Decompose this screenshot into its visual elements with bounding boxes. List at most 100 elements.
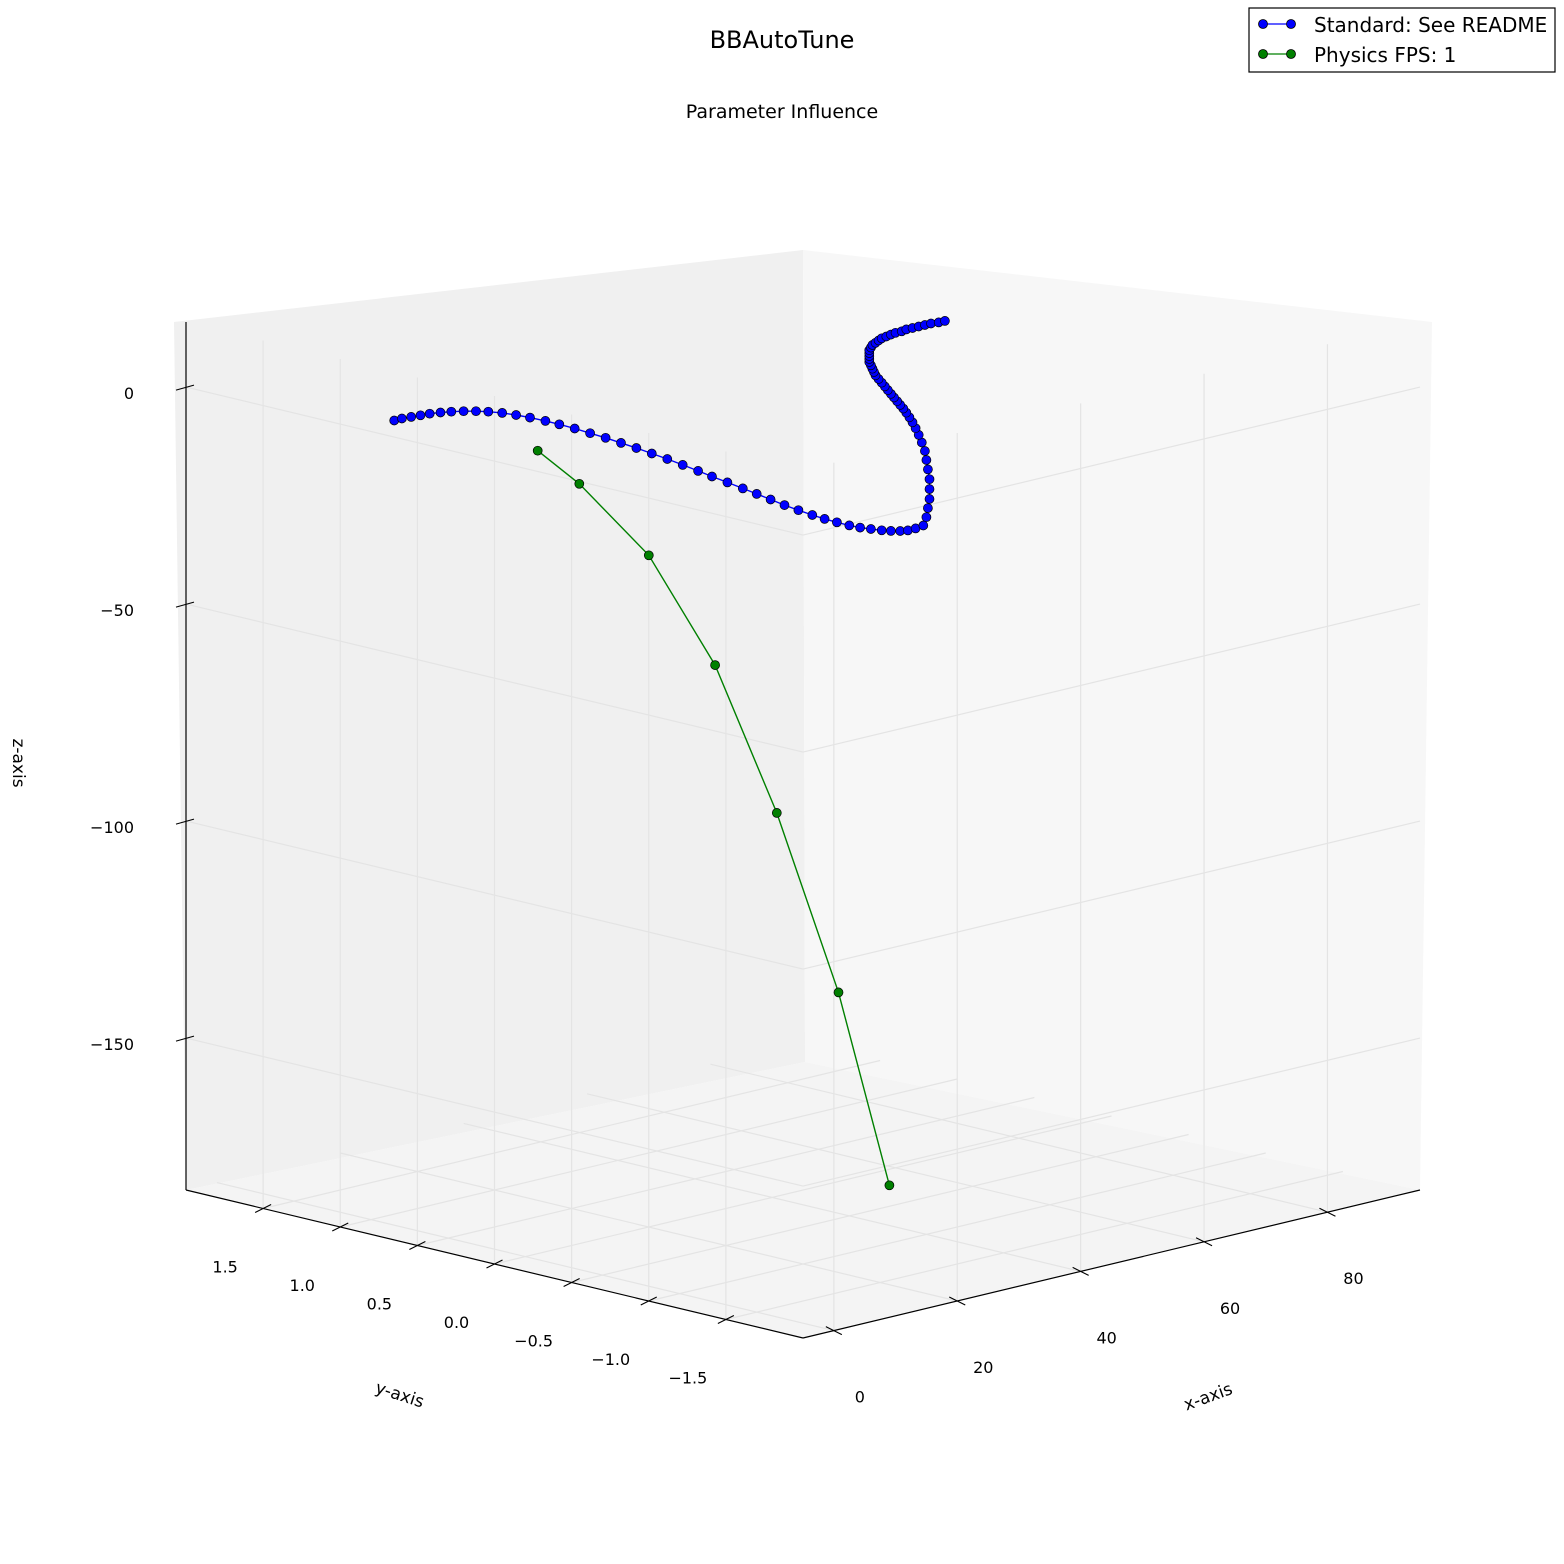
x-tick: [1195, 1237, 1213, 1247]
data-point-0: [779, 500, 790, 510]
data-point-0: [483, 406, 494, 417]
x-tick-label: 20: [973, 1358, 993, 1377]
grid-line-y: [725, 1170, 1344, 1321]
y-tick: [486, 1259, 503, 1269]
data-point-0: [793, 505, 804, 516]
data-point-0: [844, 520, 855, 531]
data-point-0: [525, 412, 535, 423]
data-point-0: [600, 432, 611, 443]
z-tick: [175, 818, 195, 825]
data-point-0: [471, 406, 481, 417]
data-point-0: [921, 455, 932, 465]
data-point-0: [435, 407, 446, 418]
data-point-0: [920, 446, 930, 456]
z-axis-label: z-axis: [8, 738, 28, 787]
data-point-1: [574, 478, 585, 489]
grid-line-y: [571, 1133, 1189, 1284]
tick-labels: 0 20 40 60 80 1.5 1.0 0.5 0.0 −0.5 −1.0 −1.5 0 −50 −10…: [90, 384, 1364, 1407]
data-point-0: [924, 484, 935, 494]
grid-line-z: [185, 820, 804, 970]
chart-subtitle: Parameter Influence: [686, 101, 878, 123]
x-tick-label: 80: [1343, 1269, 1363, 1288]
legend-label-standard: Standard: See README: [1314, 13, 1547, 37]
left-pane: [174, 250, 805, 1190]
data-point-0: [511, 410, 521, 420]
y-tick: [563, 1278, 580, 1287]
legend-marker-physics: [1286, 49, 1296, 59]
right-pane: [803, 250, 1432, 1190]
z-tick-label: −50: [100, 601, 134, 620]
data-point-0: [707, 471, 717, 482]
y-tick-label: 1.0: [290, 1276, 315, 1295]
data-point-0: [940, 316, 950, 326]
data-point-0: [693, 466, 703, 476]
grid-line-z: [185, 603, 804, 753]
data-point-0: [923, 464, 933, 475]
x-tick: [949, 1296, 966, 1306]
data-point-0: [631, 443, 642, 453]
data-point-0: [924, 474, 935, 485]
data-point-0: [886, 526, 896, 536]
data-point-0: [446, 406, 457, 417]
grid-line-z: [802, 386, 1421, 536]
data-point-0: [646, 448, 657, 459]
y-tick-label: −1.5: [668, 1369, 707, 1388]
data-point-0: [855, 522, 865, 533]
x-tick-label: 40: [1096, 1328, 1116, 1347]
data-point-0: [554, 419, 565, 430]
grid-line-z: [185, 1037, 804, 1187]
data-point-0: [765, 494, 776, 505]
data-point-0: [662, 454, 673, 464]
grid-line-z: [185, 386, 804, 536]
z-tick: [175, 1035, 195, 1042]
data-point-0: [751, 489, 762, 499]
y-tick: [409, 1241, 426, 1250]
data-point-0: [876, 525, 887, 536]
data-point-1: [833, 987, 844, 998]
data-point-0: [406, 412, 417, 422]
y-tick-label: 0.5: [367, 1295, 392, 1314]
data-point-0: [924, 494, 935, 504]
data-point-0: [807, 510, 818, 520]
legend-entry-physics: Physics FPS: 1: [1258, 43, 1456, 67]
data-point-0: [921, 512, 932, 523]
data-point-0: [397, 413, 407, 424]
data-point-1: [710, 660, 720, 670]
data-point-0: [737, 483, 748, 494]
series-layer: [389, 316, 950, 1191]
data-point-0: [540, 416, 551, 426]
data-point-0: [866, 524, 876, 534]
data-point-0: [415, 410, 426, 421]
y-tick: [332, 1222, 349, 1232]
x-tick-label: 60: [1220, 1299, 1240, 1318]
z-tick: [175, 384, 195, 391]
data-point-0: [832, 517, 842, 528]
legend-marker-standard: [1258, 19, 1268, 29]
x-axis-line: [802, 1189, 1421, 1339]
x-tick: [825, 1326, 843, 1336]
y-tick-label: −1.0: [591, 1350, 630, 1369]
grid-lines: [185, 340, 1421, 1332]
data-point-1: [643, 550, 654, 561]
data-point-0: [458, 406, 469, 417]
x-axis-label: x-axis: [1181, 1379, 1235, 1415]
grid-line-y: [494, 1115, 1112, 1265]
grid-line-z: [802, 820, 1421, 970]
x-tick-label: 0: [855, 1388, 865, 1407]
z-tick-label: −150: [90, 1035, 134, 1054]
z-tick-label: −100: [90, 818, 134, 837]
data-point-0: [424, 408, 435, 419]
data-point-0: [497, 408, 508, 418]
data-point-1: [771, 808, 782, 818]
data-point-1: [532, 445, 543, 456]
y-tick-label: −0.5: [514, 1332, 553, 1351]
data-point-0: [677, 460, 688, 470]
legend-entry-standard: Standard: See README: [1258, 13, 1547, 37]
data-point-0: [569, 423, 580, 434]
data-point-0: [923, 503, 933, 513]
legend-marker-physics: [1258, 49, 1268, 59]
x-tick: [1319, 1207, 1336, 1217]
y-tick-label: 0.0: [444, 1313, 469, 1332]
y-tick: [254, 1204, 272, 1213]
